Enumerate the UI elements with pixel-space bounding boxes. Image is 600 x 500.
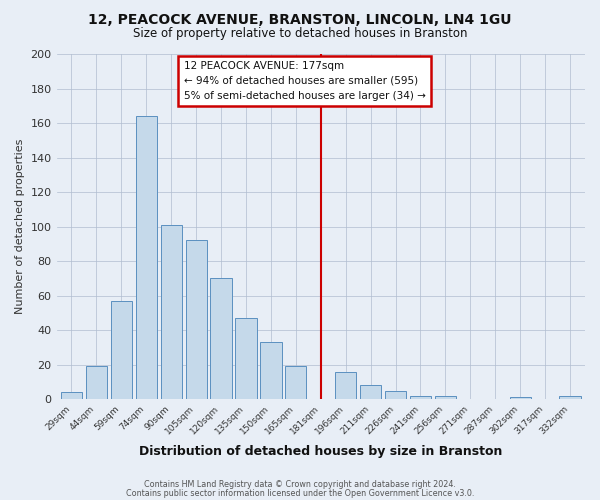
Bar xyxy=(410,396,431,399)
Bar xyxy=(285,366,307,399)
Bar xyxy=(61,392,82,399)
Text: Contains public sector information licensed under the Open Government Licence v3: Contains public sector information licen… xyxy=(126,489,474,498)
Text: Size of property relative to detached houses in Branston: Size of property relative to detached ho… xyxy=(133,28,467,40)
Text: Contains HM Land Registry data © Crown copyright and database right 2024.: Contains HM Land Registry data © Crown c… xyxy=(144,480,456,489)
Bar xyxy=(136,116,157,399)
Text: 12, PEACOCK AVENUE, BRANSTON, LINCOLN, LN4 1GU: 12, PEACOCK AVENUE, BRANSTON, LINCOLN, L… xyxy=(88,12,512,26)
Bar xyxy=(111,301,132,399)
Bar xyxy=(86,366,107,399)
Bar xyxy=(509,398,531,399)
X-axis label: Distribution of detached houses by size in Branston: Distribution of detached houses by size … xyxy=(139,444,502,458)
Bar xyxy=(559,396,581,399)
Bar xyxy=(211,278,232,399)
Bar xyxy=(260,342,281,399)
Bar xyxy=(185,240,207,399)
Bar xyxy=(385,390,406,399)
Bar xyxy=(435,396,456,399)
Bar xyxy=(161,225,182,399)
Text: 12 PEACOCK AVENUE: 177sqm
← 94% of detached houses are smaller (595)
5% of semi-: 12 PEACOCK AVENUE: 177sqm ← 94% of detac… xyxy=(184,61,425,100)
Bar xyxy=(360,386,381,399)
Bar xyxy=(235,318,257,399)
Y-axis label: Number of detached properties: Number of detached properties xyxy=(15,139,25,314)
Bar xyxy=(335,372,356,399)
